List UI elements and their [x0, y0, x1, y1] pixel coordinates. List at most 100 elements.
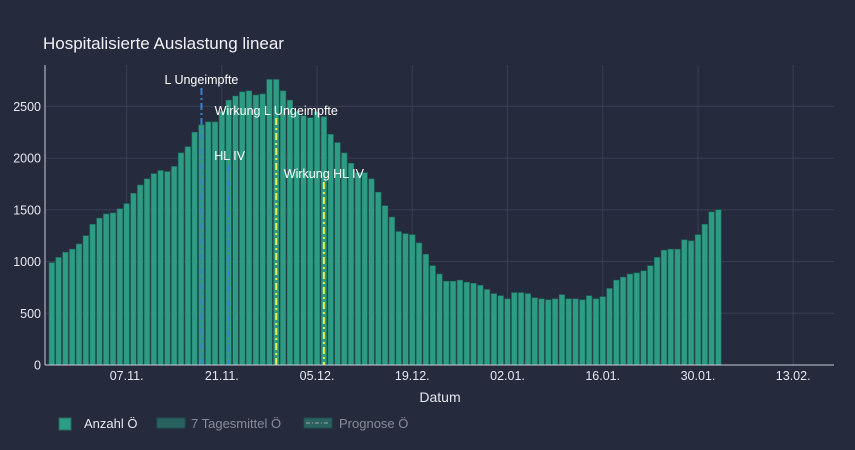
bar[interactable] — [116, 208, 123, 366]
bar[interactable] — [490, 293, 498, 366]
bar[interactable] — [640, 270, 647, 366]
bar[interactable] — [402, 233, 409, 366]
bar[interactable] — [606, 288, 613, 366]
bar[interactable] — [381, 205, 389, 366]
bar[interactable] — [103, 213, 110, 366]
bar[interactable] — [300, 115, 307, 366]
bar[interactable] — [137, 184, 144, 366]
bar[interactable] — [293, 111, 300, 366]
bar[interactable] — [715, 209, 722, 366]
bar[interactable] — [89, 224, 96, 366]
bar[interactable] — [565, 298, 572, 366]
bar[interactable] — [599, 296, 606, 366]
bar[interactable] — [164, 171, 171, 366]
bar[interactable] — [361, 172, 368, 366]
bar[interactable] — [708, 211, 715, 366]
bar[interactable] — [518, 292, 525, 366]
bar[interactable] — [477, 285, 484, 366]
bar[interactable] — [633, 272, 640, 366]
bar[interactable] — [558, 294, 566, 366]
legend[interactable]: Anzahl Ö 7 Tagesmittel Ö Prognose Ö — [58, 416, 408, 431]
bar[interactable] — [354, 172, 361, 366]
bar[interactable] — [701, 224, 708, 366]
bar[interactable] — [130, 192, 137, 366]
bar[interactable] — [667, 248, 674, 366]
bar[interactable] — [470, 282, 477, 366]
bar[interactable] — [511, 292, 518, 366]
bar[interactable] — [232, 95, 239, 366]
bar[interactable] — [239, 91, 246, 366]
y-tick-label: 0 — [34, 359, 41, 373]
bar[interactable] — [647, 265, 654, 366]
bar[interactable] — [69, 248, 76, 366]
x-tick-label: 19.12. — [395, 369, 430, 383]
bar[interactable] — [456, 279, 463, 366]
bar[interactable] — [688, 240, 695, 366]
bar[interactable] — [660, 249, 668, 366]
bar[interactable] — [409, 234, 416, 366]
bar[interactable] — [429, 265, 436, 366]
bar[interactable] — [48, 262, 55, 366]
bar[interactable] — [463, 281, 470, 366]
bar[interactable] — [592, 298, 600, 366]
bar[interactable] — [422, 254, 429, 366]
bar[interactable] — [286, 99, 293, 366]
bar[interactable] — [674, 248, 681, 366]
bar[interactable] — [368, 178, 375, 366]
bar[interactable] — [150, 173, 157, 366]
bar[interactable] — [484, 289, 491, 366]
bar[interactable] — [191, 131, 198, 366]
bar[interactable] — [375, 191, 382, 366]
bar[interactable] — [341, 152, 348, 366]
legend-item-prognose[interactable]: Prognose Ö — [303, 416, 408, 431]
bar[interactable] — [681, 239, 688, 366]
bar[interactable] — [347, 162, 355, 366]
bar[interactable] — [613, 279, 620, 366]
bar[interactable] — [395, 231, 402, 366]
legend-item-7-tagesmittel[interactable]: 7 Tagesmittel Ö — [156, 416, 281, 431]
bar[interactable] — [443, 280, 450, 366]
bar[interactable] — [552, 298, 559, 366]
bar[interactable] — [171, 166, 178, 366]
bar[interactable] — [245, 90, 253, 366]
bar[interactable] — [252, 94, 259, 366]
bar[interactable] — [572, 298, 579, 366]
bar[interactable] — [205, 121, 212, 366]
bar[interactable] — [96, 217, 103, 366]
legend-item-anzahl[interactable]: Anzahl Ö — [58, 416, 137, 431]
bar[interactable] — [538, 298, 545, 366]
bar[interactable] — [62, 251, 69, 366]
bar[interactable] — [143, 178, 151, 366]
bar[interactable] — [436, 273, 443, 366]
bar[interactable] — [497, 295, 504, 366]
bar[interactable] — [504, 298, 511, 366]
y-tick-labels: 0 500 1000 1500 2000 2500 — [13, 100, 41, 373]
bar[interactable] — [266, 79, 273, 366]
bar[interactable] — [450, 280, 457, 366]
bar[interactable] — [531, 297, 538, 366]
bar[interactable] — [388, 216, 395, 366]
bar[interactable] — [694, 234, 702, 366]
x-tick-label: 13.02. — [776, 369, 811, 383]
bar[interactable] — [82, 235, 89, 366]
bar[interactable] — [55, 257, 62, 366]
bar[interactable] — [109, 212, 117, 366]
bar[interactable] — [184, 146, 191, 366]
bar[interactable] — [416, 242, 423, 366]
bar[interactable] — [123, 203, 130, 366]
bar[interactable] — [259, 93, 266, 366]
bar[interactable] — [279, 90, 287, 366]
bar[interactable] — [545, 299, 552, 366]
bar[interactable] — [579, 299, 586, 366]
bar[interactable] — [75, 243, 83, 366]
bar[interactable] — [586, 295, 593, 366]
bar[interactable] — [313, 111, 321, 366]
bar[interactable] — [654, 257, 661, 366]
bar[interactable] — [157, 170, 164, 366]
bar[interactable] — [307, 117, 314, 366]
vertical-marker-label: L Ungeimpfte — [164, 73, 238, 87]
bar[interactable] — [177, 152, 185, 366]
bar[interactable] — [620, 276, 627, 366]
bar[interactable] — [626, 273, 634, 366]
bar[interactable] — [524, 293, 532, 366]
